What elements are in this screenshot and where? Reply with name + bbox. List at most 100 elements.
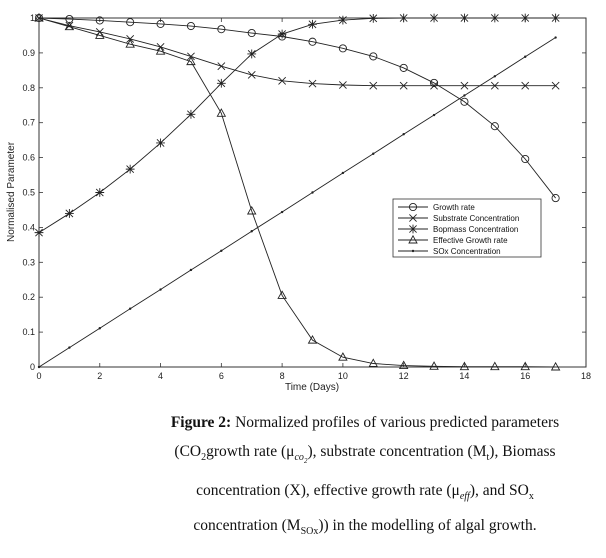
data-point <box>368 358 379 367</box>
y-tick-label: 0.5 <box>22 188 35 198</box>
data-point <box>128 307 132 310</box>
data-point <box>398 360 409 370</box>
data-point <box>521 81 530 90</box>
data-point <box>277 29 287 39</box>
data-point <box>95 188 105 197</box>
data-point <box>402 133 405 136</box>
caption-text: ), and SO <box>469 482 529 500</box>
series-line <box>38 37 556 368</box>
data-point <box>246 205 257 215</box>
data-point <box>308 79 317 88</box>
x-tick-label: 14 <box>459 371 469 381</box>
data-point <box>308 19 317 29</box>
series-layer <box>34 12 561 371</box>
data-point <box>460 97 469 106</box>
figure-caption: Figure 2: Normalized profiles of various… <box>130 408 600 546</box>
series-line <box>38 17 556 234</box>
caption-subscript: t <box>486 452 490 464</box>
data-point <box>247 49 257 59</box>
data-point <box>278 76 287 85</box>
series-1 <box>35 14 560 90</box>
data-point <box>95 16 104 25</box>
data-point <box>217 25 226 34</box>
data-point <box>463 94 466 97</box>
data-point <box>520 361 530 371</box>
data-point <box>430 78 439 87</box>
data-point <box>338 352 348 361</box>
data-point <box>34 12 44 22</box>
data-point <box>126 18 135 27</box>
legend-label: Growth rate <box>433 203 475 212</box>
data-point <box>551 81 560 90</box>
legend-label: Bopmass Concentration <box>433 225 518 234</box>
data-point <box>399 13 409 23</box>
y-tick-label: 0.3 <box>22 257 35 267</box>
legend-label: SOx Concentration <box>433 247 501 256</box>
caption-text: concentration (M <box>193 517 301 535</box>
data-point <box>37 365 41 369</box>
data-point <box>64 21 75 31</box>
data-point <box>189 268 193 272</box>
data-point <box>186 56 196 66</box>
data-point <box>490 81 499 90</box>
line-chart: 0 2 4 6 8 10 12 14 16 18 0 0.1 0.2 0.3 0.4 0.5 0.6 0.7 0.8… <box>6 12 591 393</box>
y-tick-label: 0.8 <box>22 83 35 93</box>
y-tick-label: 0.4 <box>22 222 35 232</box>
data-point <box>521 154 530 164</box>
y-tick-label: 0.1 <box>22 327 35 337</box>
data-point <box>250 230 253 233</box>
data-point <box>220 249 223 252</box>
legend-marker <box>408 202 418 212</box>
y-tick-label: 1 <box>30 13 35 23</box>
legend: Growth rate Substrate Concentration Bopmas… <box>392 198 542 258</box>
data-point <box>217 62 226 71</box>
x-tick-label: 4 <box>158 371 163 381</box>
series-3 <box>34 12 561 371</box>
data-point <box>186 21 195 31</box>
legend-marker <box>409 214 417 222</box>
data-point <box>155 46 166 55</box>
data-point <box>369 52 378 61</box>
legend-label: Effective Growth rate <box>433 236 508 245</box>
legend-item: Growth rate <box>398 202 475 212</box>
caption-text: ), Biomass <box>489 443 556 460</box>
x-tick-label: 0 <box>36 371 41 381</box>
data-point <box>98 327 101 330</box>
legend-item: Effective Growth rate <box>398 234 508 245</box>
series-0 <box>34 13 560 203</box>
caption-label: Figure 2: <box>170 414 232 431</box>
caption-text: (CO <box>174 443 202 460</box>
caption-subscript: co2 <box>294 452 308 466</box>
data-point <box>307 335 318 344</box>
caption-subscript: x <box>528 491 534 503</box>
data-point <box>490 13 500 23</box>
y-tick-label: 0.6 <box>22 153 35 163</box>
legend-box <box>392 198 542 258</box>
data-point <box>551 194 560 203</box>
legend-marker <box>408 224 418 234</box>
caption-text: )) in the modelling of algal growth. <box>318 517 537 535</box>
y-axis-label: Normalised Parameter <box>6 141 17 242</box>
data-point <box>432 113 436 117</box>
data-point <box>399 81 408 90</box>
legend-item: Substrate Concentration <box>398 214 519 223</box>
data-point <box>280 210 284 214</box>
series-line <box>38 17 556 87</box>
caption-subscript: eff <box>459 491 470 503</box>
data-point <box>430 81 438 90</box>
caption-line-1: Figure 2: Normalized profiles of various… <box>130 408 600 437</box>
x-tick-label: 16 <box>520 371 530 381</box>
data-point <box>65 21 74 30</box>
data-point <box>187 52 195 61</box>
data-point <box>247 28 256 38</box>
caption-text: ), substrate concentration (M <box>307 443 487 460</box>
data-point <box>95 30 105 39</box>
data-point <box>311 191 314 194</box>
x-tick-label: 18 <box>581 371 591 381</box>
data-point <box>459 361 470 371</box>
legend-marker <box>411 249 415 253</box>
data-point <box>429 13 439 23</box>
y-tick-label: 0 <box>30 362 35 372</box>
data-point <box>156 19 165 28</box>
data-point <box>493 75 497 78</box>
